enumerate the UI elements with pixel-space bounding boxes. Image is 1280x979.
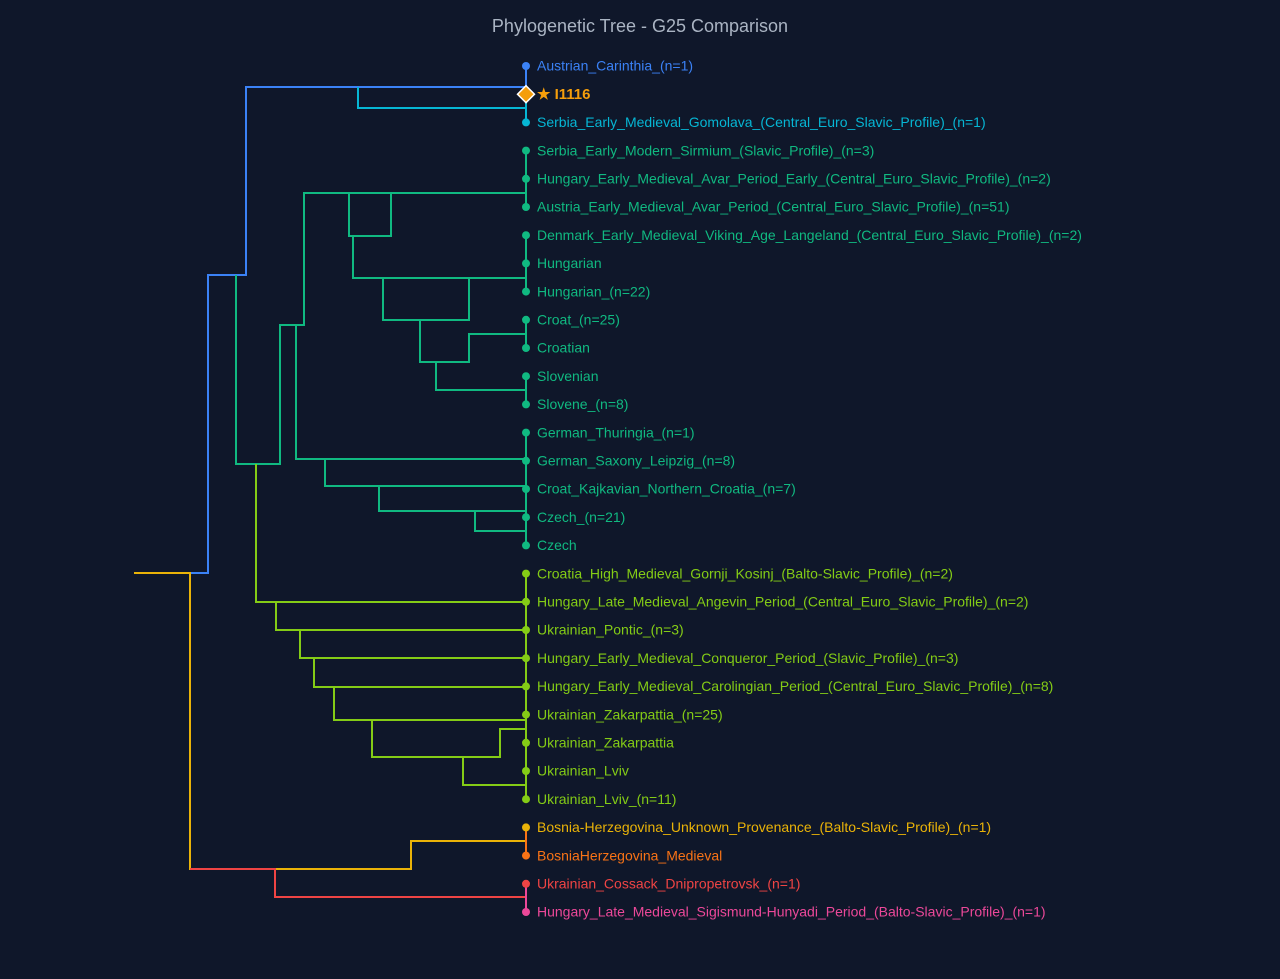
leaf-marker (522, 541, 530, 550)
leaf-marker (522, 879, 530, 888)
leaf-label: Ukrainian_Pontic_(n=3) (537, 622, 684, 638)
leaf-marker (522, 626, 530, 634)
leaf-marker (522, 62, 530, 70)
leaf-label: Hungary_Late_Medieval_Angevin_Period_(Ce… (537, 594, 1028, 610)
leaf-label: Croatia_High_Medieval_Gornji_Kosinj_(Bal… (537, 565, 953, 581)
leaf-marker (522, 287, 530, 296)
leaf-marker (522, 456, 530, 465)
leaf-label: Czech_(n=21) (537, 509, 625, 525)
leaf-marker (522, 738, 530, 747)
branches (134, 66, 527, 912)
leaf-marker (522, 513, 530, 522)
leaf-label: Croat_Kajkavian_Northern_Croatia_(n=7) (537, 481, 796, 497)
leaf-label: Serbia_Early_Modern_Sirmium_(Slavic_Prof… (537, 142, 874, 158)
leaf-marker (522, 400, 530, 409)
leaf-marker (522, 259, 530, 268)
branch (190, 868, 526, 898)
leaf-label: Croatian (537, 340, 590, 356)
leaf-marker (522, 174, 530, 183)
leaf-label: Bosnia-Herzegovina_Unknown_Provenance_(B… (537, 819, 991, 835)
leaf-label: Czech (537, 537, 577, 553)
leaf-marker (522, 146, 530, 155)
leaf-marker (522, 823, 530, 832)
leaf-label: Serbia_Early_Medieval_Gomolava_(Central_… (537, 114, 986, 130)
leaf-label: Slovenian (537, 368, 599, 384)
leaf-label: Ukrainian_Zakarpattia (537, 735, 674, 751)
branch (134, 572, 526, 870)
leaf-label: Austrian_Carinthia_(n=1) (537, 58, 693, 74)
leaf-label: Hungarian_(n=22) (537, 283, 650, 299)
leaf-marker (522, 428, 530, 437)
leaf-marker (522, 203, 530, 211)
leaf-marker (522, 597, 530, 606)
leaf-label: Ukrainian_Lviv_(n=11) (537, 791, 676, 807)
branch (235, 151, 527, 546)
leaf-label: Hungary_Early_Medieval_Conqueror_Period_… (537, 650, 958, 666)
leaf-label: Ukrainian_Lviv (537, 763, 629, 779)
leaf-label: Denmark_Early_Medieval_Viking_Age_Langel… (537, 227, 1082, 243)
leaf-marker (522, 372, 530, 381)
leaf-marker (522, 654, 530, 663)
branch (255, 464, 527, 799)
leaf-label: BosniaHerzegovina_Medieval (537, 847, 722, 863)
leaf-marker (522, 118, 530, 127)
leaf-marker (522, 851, 530, 860)
leaf-label: Hungary_Early_Medieval_Avar_Period_Early… (537, 171, 1051, 187)
leaf-marker (522, 908, 530, 916)
branch (134, 86, 526, 574)
leaf-label: Ukrainian_Cossack_Dnipropetrovsk_(n=1) (537, 876, 800, 892)
leaf-label: Hungarian (537, 255, 602, 271)
leaf-marker (522, 710, 530, 719)
leaf-label: German_Thuringia_(n=1) (537, 424, 695, 440)
leaf-label: Ukrainian_Zakarpattia_(n=25) (537, 706, 723, 722)
leaf-marker (522, 344, 530, 352)
leaf-label: Croat_(n=25) (537, 312, 620, 328)
leaf-label: Hungary_Late_Medieval_Sigismund-Hunyadi_… (537, 904, 1046, 920)
leaf-marker (522, 231, 530, 240)
title: Phylogenetic Tree - G25 Comparison (492, 16, 788, 36)
branch (357, 87, 527, 123)
leaf-label: Austria_Early_Medieval_Avar_Period_(Cent… (537, 199, 1010, 215)
leaf-marker (516, 84, 536, 104)
leaf-marker (522, 767, 530, 775)
leaf-marker (522, 485, 530, 493)
leaf-label: Slovene_(n=8) (537, 396, 628, 412)
leaf-label: Hungary_Early_Medieval_Carolingian_Perio… (537, 678, 1053, 694)
leaf-label: ★ I1116 (537, 86, 591, 103)
leaf-marker (522, 315, 530, 324)
leaf-marker (522, 682, 530, 691)
leaf-label: German_Saxony_Leipzig_(n=8) (537, 453, 735, 469)
leaf-marker (522, 569, 530, 578)
leaf-marker (522, 795, 530, 804)
